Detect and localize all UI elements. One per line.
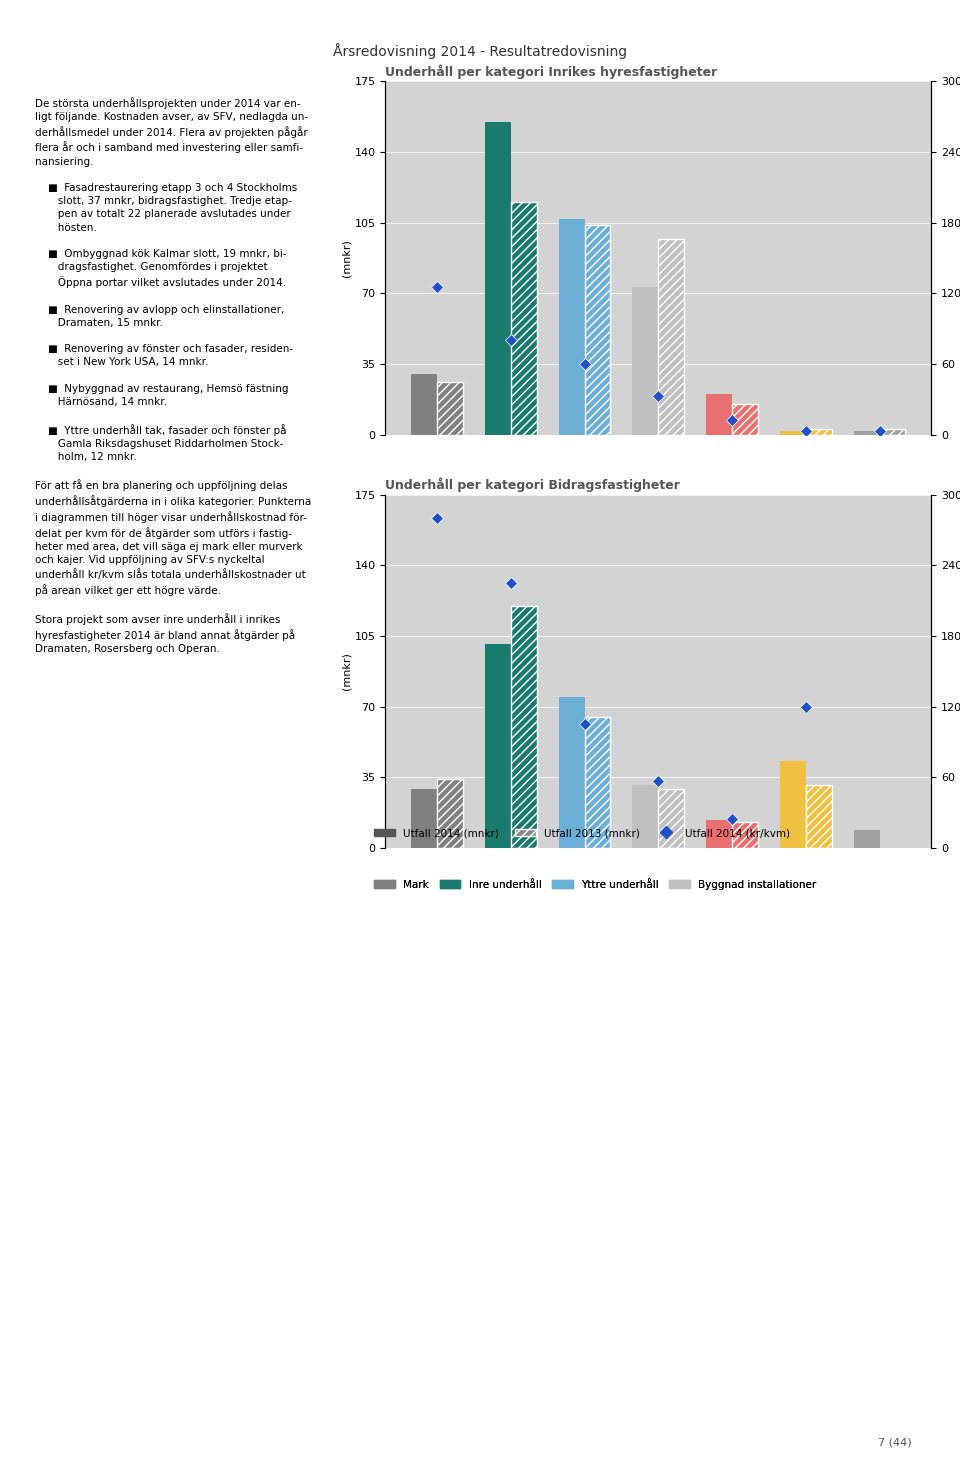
Bar — [511, 605, 537, 848]
Y-axis label: (mnkr): (mnkr) — [342, 238, 351, 276]
Bar — [585, 225, 611, 434]
Bar — [780, 431, 805, 434]
Text: Underhåll per kategori Inrikes hyresfastigheter: Underhåll per kategori Inrikes hyresfast… — [385, 64, 718, 79]
Bar — [633, 785, 659, 848]
Bar — [659, 789, 684, 848]
Bar — [511, 202, 537, 434]
Bar — [780, 762, 805, 848]
Bar — [659, 238, 684, 434]
Bar — [732, 822, 757, 848]
Bar — [853, 830, 879, 848]
Bar — [411, 374, 437, 434]
Y-axis label: (mnkr): (mnkr) — [342, 652, 351, 690]
Text: De största underhållsprojekten under 2014 var en-
ligt följande. Kostnaden avser: De största underhållsprojekten under 201… — [36, 96, 312, 654]
Bar — [853, 431, 879, 434]
Text: 7 (44): 7 (44) — [878, 1437, 912, 1447]
Legend: Mark, Inre underhåll, Yttre underhåll, Byggnad installationer: Mark, Inre underhåll, Yttre underhåll, B… — [370, 876, 821, 893]
Bar — [559, 219, 585, 434]
Text: Underhåll per kategori Bidragsfastigheter: Underhåll per kategori Bidragsfastighete… — [385, 478, 681, 493]
Bar — [585, 716, 611, 848]
Bar — [485, 645, 511, 848]
Bar — [707, 820, 732, 848]
Bar — [437, 779, 463, 848]
Bar — [437, 382, 463, 434]
Bar — [732, 405, 757, 434]
Bar — [411, 789, 437, 848]
Bar — [879, 428, 905, 434]
Bar — [559, 696, 585, 848]
Bar — [633, 287, 659, 434]
Bar — [805, 785, 831, 848]
Bar — [707, 395, 732, 434]
Bar — [805, 428, 831, 434]
Text: Årsredovisning 2014 - Resultatredovisning: Årsredovisning 2014 - Resultatredovisnin… — [333, 44, 627, 60]
Bar — [485, 121, 511, 434]
